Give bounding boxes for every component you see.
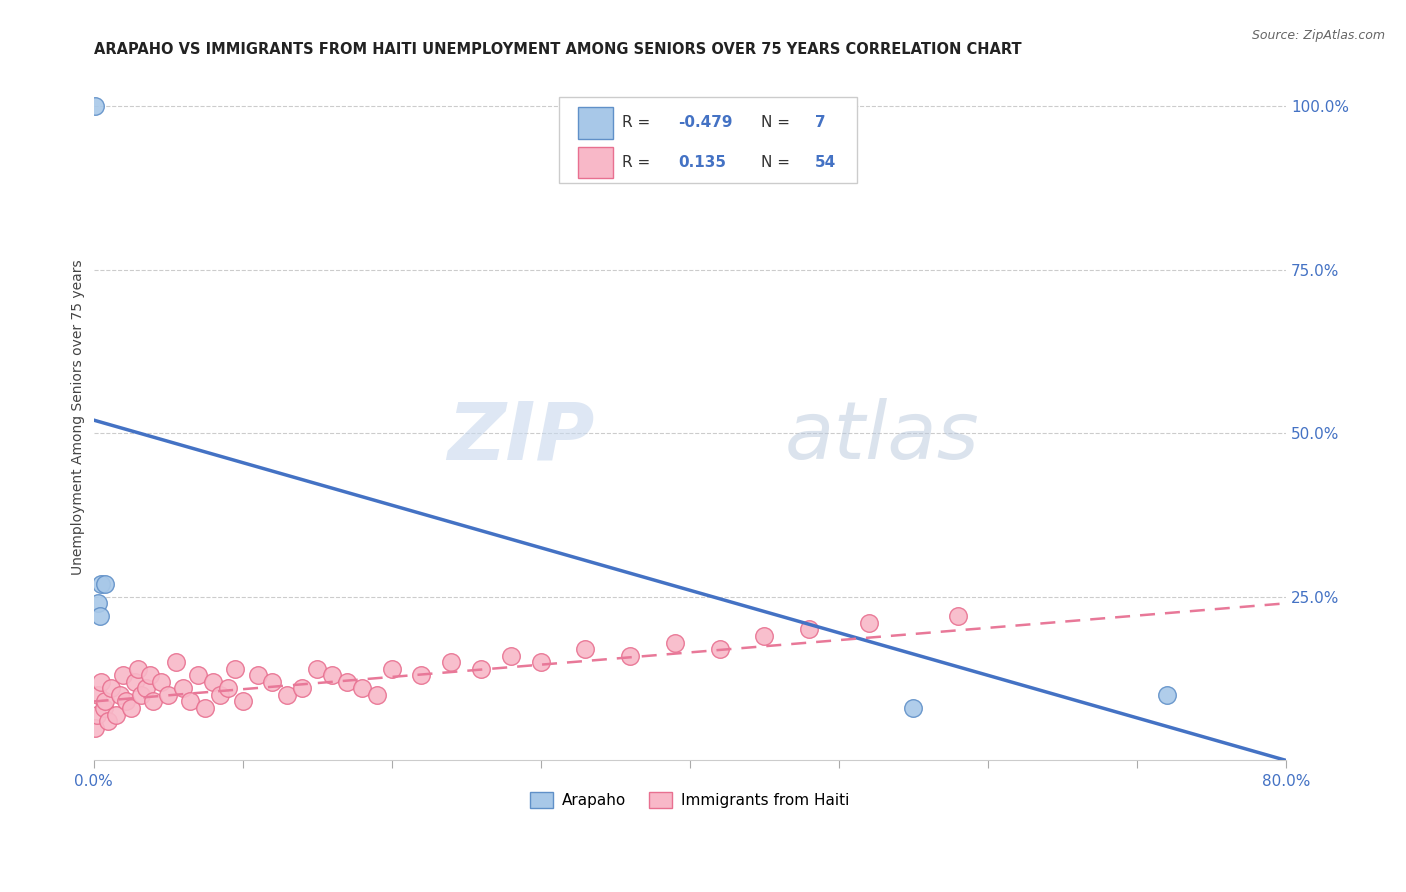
Point [754, 629, 776, 643]
Point [142, 694, 165, 708]
Point [87, 688, 110, 702]
Point [194, 701, 217, 715]
Point [224, 662, 246, 676]
Point [87, 596, 110, 610]
Point [291, 681, 314, 696]
Point [90, 674, 112, 689]
Point [179, 694, 201, 708]
Point [574, 642, 596, 657]
Text: N =: N = [761, 115, 790, 130]
Point [321, 668, 343, 682]
Point [84, 721, 107, 735]
Point [336, 674, 359, 689]
Point [440, 655, 463, 669]
Point [903, 701, 925, 715]
Text: atlas: atlas [785, 399, 980, 476]
Point [112, 668, 135, 682]
Point [209, 688, 232, 702]
Point [89, 609, 111, 624]
Text: 54: 54 [815, 155, 837, 169]
Point [1156, 688, 1178, 702]
Point [246, 668, 269, 682]
Point [139, 668, 162, 682]
Point [797, 623, 820, 637]
Point [307, 662, 329, 676]
FancyBboxPatch shape [578, 107, 613, 138]
Point [172, 681, 194, 696]
Point [104, 707, 127, 722]
Point [165, 655, 187, 669]
Point [129, 688, 152, 702]
Point [217, 681, 239, 696]
Text: 0.135: 0.135 [678, 155, 725, 169]
Point [110, 688, 132, 702]
Point [135, 681, 157, 696]
Point [276, 688, 298, 702]
Point [858, 615, 880, 630]
Point [350, 681, 373, 696]
Point [499, 648, 522, 663]
Point [187, 668, 209, 682]
Point [201, 674, 224, 689]
Text: R =: R = [621, 115, 650, 130]
Point [530, 655, 553, 669]
Point [366, 688, 388, 702]
Text: -0.479: -0.479 [678, 115, 733, 130]
Text: ARAPAHO VS IMMIGRANTS FROM HAITI UNEMPLOYMENT AMONG SENIORS OVER 75 YEARS CORREL: ARAPAHO VS IMMIGRANTS FROM HAITI UNEMPLO… [94, 42, 1021, 57]
Text: Source: ZipAtlas.com: Source: ZipAtlas.com [1251, 29, 1385, 42]
Point [946, 609, 969, 624]
Point [97, 714, 120, 728]
Text: ZIP: ZIP [447, 399, 595, 476]
Point [157, 688, 180, 702]
Point [94, 576, 117, 591]
Point [120, 701, 142, 715]
Point [619, 648, 641, 663]
Point [84, 99, 107, 113]
Text: N =: N = [761, 155, 790, 169]
Point [124, 674, 146, 689]
Legend: Arapaho, Immigrants from Haiti: Arapaho, Immigrants from Haiti [524, 787, 856, 814]
Point [470, 662, 492, 676]
Point [232, 694, 254, 708]
Point [115, 694, 138, 708]
Point [709, 642, 731, 657]
Point [149, 674, 172, 689]
Point [100, 681, 122, 696]
Point [93, 701, 115, 715]
FancyBboxPatch shape [578, 146, 613, 178]
Point [86, 707, 108, 722]
Point [262, 674, 284, 689]
Text: R =: R = [621, 155, 650, 169]
Y-axis label: Unemployment Among Seniors over 75 years: Unemployment Among Seniors over 75 years [72, 259, 86, 574]
Point [90, 576, 112, 591]
Text: 7: 7 [815, 115, 825, 130]
Point [127, 662, 149, 676]
Point [411, 668, 433, 682]
Point [381, 662, 404, 676]
FancyBboxPatch shape [558, 97, 856, 183]
Point [664, 635, 686, 649]
Point [94, 694, 117, 708]
